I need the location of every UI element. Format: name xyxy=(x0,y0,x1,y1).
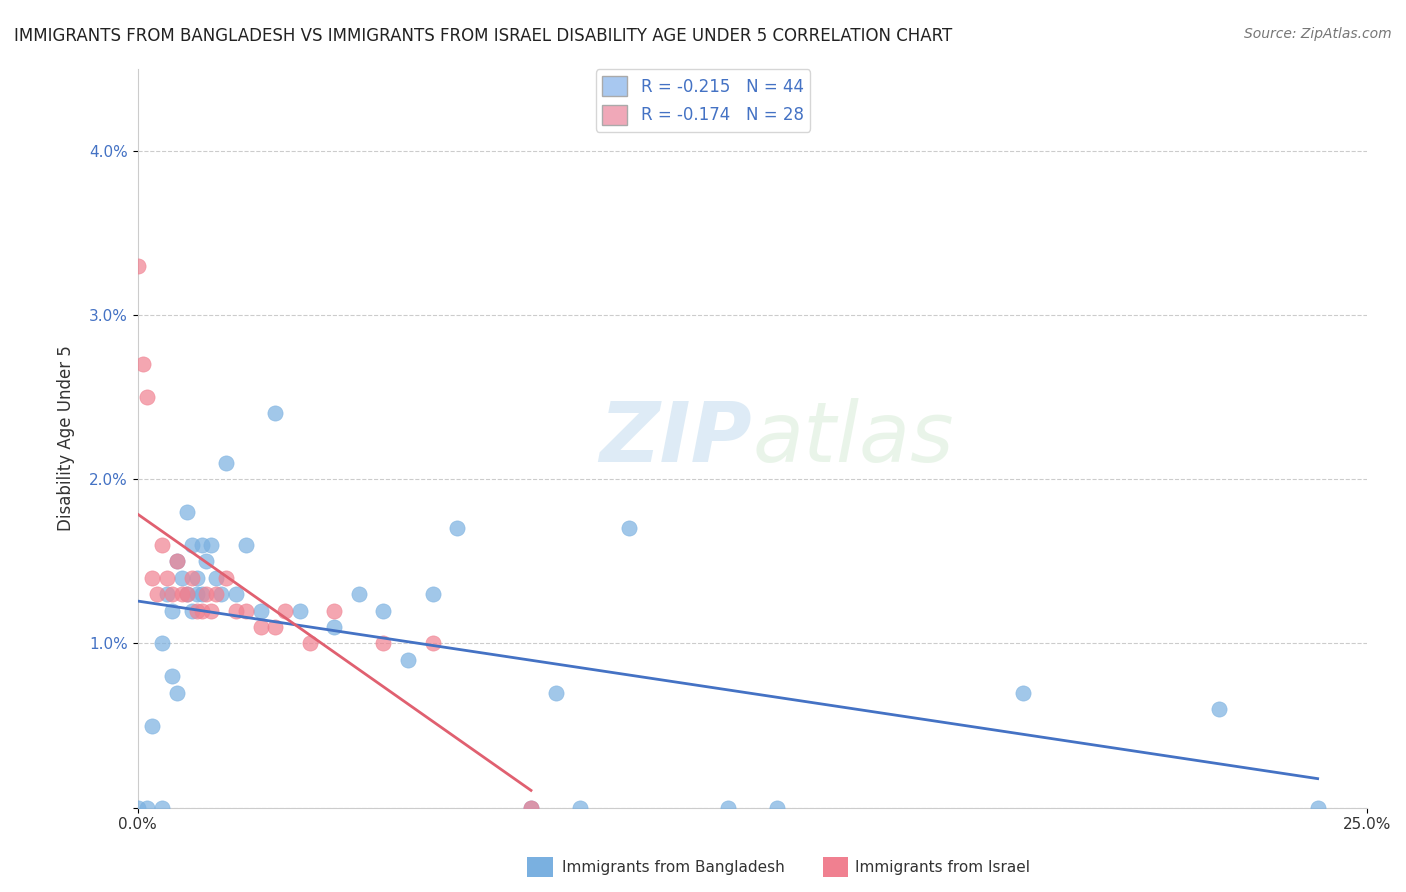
Point xyxy=(274,603,297,617)
Point xyxy=(520,800,543,814)
Point xyxy=(373,636,395,650)
Point xyxy=(166,686,188,700)
Point xyxy=(264,407,287,421)
Point xyxy=(298,636,321,650)
Point xyxy=(225,587,247,601)
Point xyxy=(544,686,567,700)
Point xyxy=(446,521,468,535)
Point xyxy=(200,603,222,617)
Point xyxy=(200,538,222,552)
Point xyxy=(422,636,444,650)
Point xyxy=(186,603,208,617)
Point xyxy=(619,521,641,535)
Point xyxy=(180,538,202,552)
Point xyxy=(150,800,173,814)
Point xyxy=(288,603,311,617)
Point xyxy=(127,259,149,273)
Point xyxy=(215,456,238,470)
Point xyxy=(170,571,193,585)
Point xyxy=(205,587,228,601)
Point xyxy=(141,571,163,585)
Point xyxy=(1208,702,1230,716)
Point xyxy=(136,800,159,814)
Point xyxy=(160,587,183,601)
Point xyxy=(195,554,218,568)
Point xyxy=(520,800,543,814)
Text: Immigrants from Israel: Immigrants from Israel xyxy=(855,860,1029,874)
Point xyxy=(396,653,419,667)
Point xyxy=(225,603,247,617)
Point xyxy=(264,620,287,634)
Point xyxy=(215,571,238,585)
Point xyxy=(160,603,183,617)
Point xyxy=(209,587,232,601)
Point xyxy=(205,571,228,585)
Point xyxy=(249,603,271,617)
Point xyxy=(569,800,592,814)
Point xyxy=(1011,686,1033,700)
Point xyxy=(176,587,198,601)
Point xyxy=(127,800,149,814)
Y-axis label: Disability Age Under 5: Disability Age Under 5 xyxy=(58,345,75,531)
Point xyxy=(195,587,218,601)
Text: IMMIGRANTS FROM BANGLADESH VS IMMIGRANTS FROM ISRAEL DISABILITY AGE UNDER 5 CORR: IMMIGRANTS FROM BANGLADESH VS IMMIGRANTS… xyxy=(14,27,952,45)
Text: Source: ZipAtlas.com: Source: ZipAtlas.com xyxy=(1244,27,1392,41)
Point xyxy=(160,669,183,683)
Point xyxy=(180,571,202,585)
Point xyxy=(186,587,208,601)
Point xyxy=(136,390,159,404)
Point xyxy=(235,538,257,552)
Point xyxy=(170,587,193,601)
Point xyxy=(373,603,395,617)
Point xyxy=(249,620,271,634)
Point xyxy=(141,718,163,732)
Text: ZIP: ZIP xyxy=(599,398,752,479)
Text: atlas: atlas xyxy=(752,398,953,479)
Legend: R = -0.215   N = 44, R = -0.174   N = 28: R = -0.215 N = 44, R = -0.174 N = 28 xyxy=(596,70,810,132)
Point xyxy=(190,603,212,617)
Point xyxy=(176,505,198,519)
Point xyxy=(422,587,444,601)
Point xyxy=(190,538,212,552)
Point xyxy=(156,587,179,601)
Point xyxy=(190,587,212,601)
Point xyxy=(180,603,202,617)
Point xyxy=(176,587,198,601)
Point xyxy=(1306,800,1329,814)
Point xyxy=(166,554,188,568)
Point xyxy=(186,571,208,585)
Point xyxy=(166,554,188,568)
Point xyxy=(146,587,169,601)
Point xyxy=(235,603,257,617)
Point xyxy=(766,800,789,814)
Point xyxy=(347,587,370,601)
Point xyxy=(323,603,346,617)
Point xyxy=(150,538,173,552)
Text: Immigrants from Bangladesh: Immigrants from Bangladesh xyxy=(562,860,785,874)
Point xyxy=(717,800,740,814)
Point xyxy=(156,571,179,585)
Point xyxy=(323,620,346,634)
Point xyxy=(150,636,173,650)
Point xyxy=(131,357,153,371)
